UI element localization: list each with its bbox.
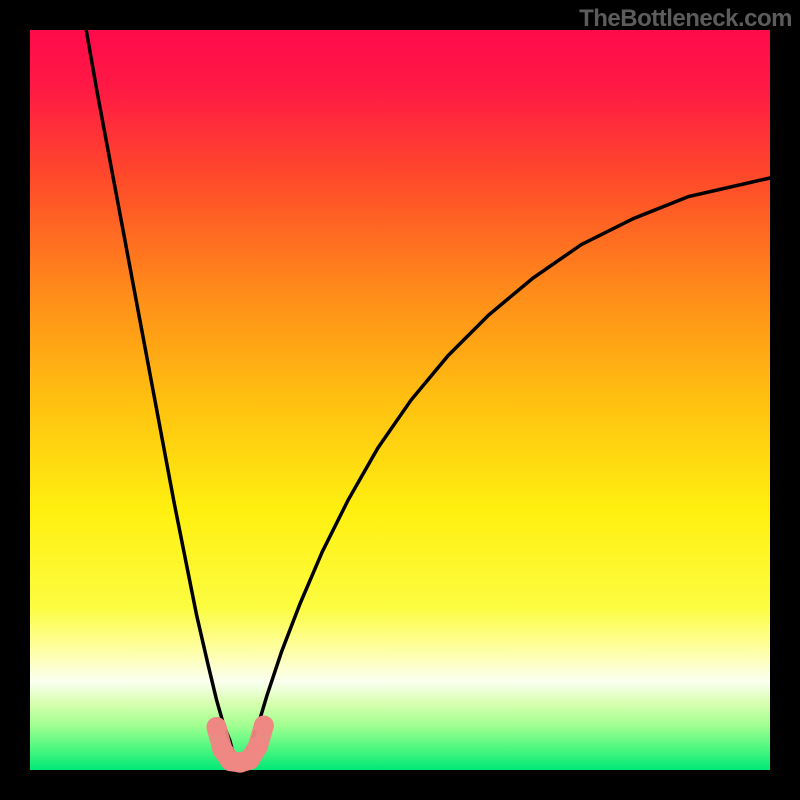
marker-dot: [206, 717, 226, 737]
bottleneck-plot: [0, 0, 800, 800]
plot-background: [30, 30, 770, 770]
marker-dot: [254, 716, 274, 736]
chart-container: TheBottleneck.com: [0, 0, 800, 800]
marker-dot: [248, 736, 268, 756]
